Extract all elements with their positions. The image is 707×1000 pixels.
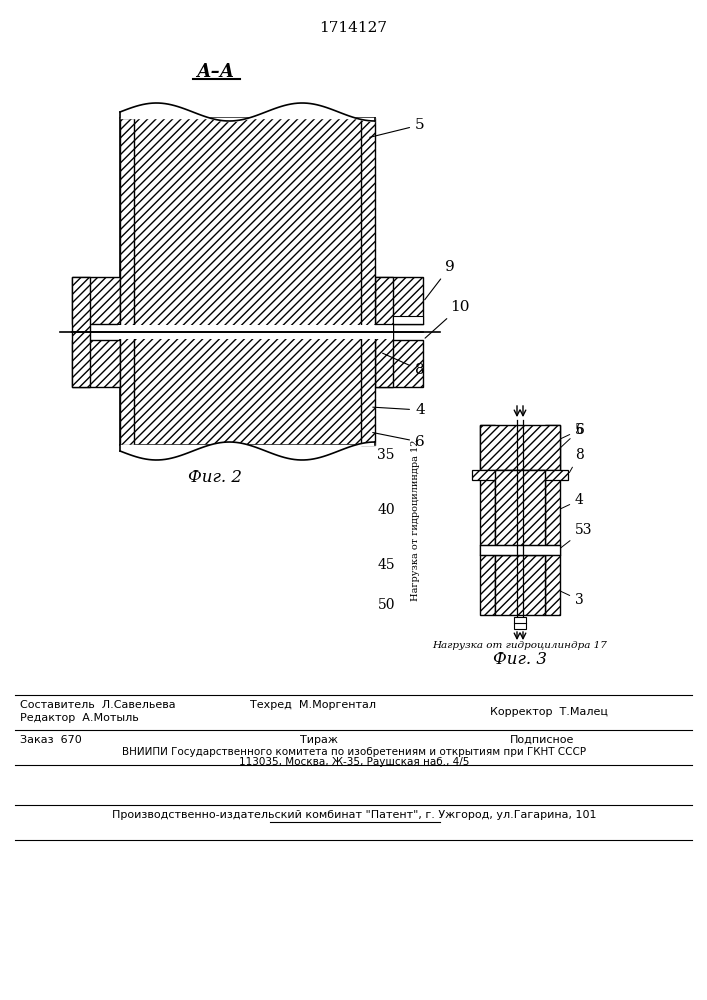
Bar bbox=[393, 316, 423, 324]
Bar bbox=[472, 470, 568, 480]
Text: 5: 5 bbox=[370, 118, 425, 137]
Text: 113035, Москва, Ж-35, Раушская наб., 4/5: 113035, Москва, Ж-35, Раушская наб., 4/5 bbox=[239, 757, 469, 767]
Text: Нагрузка от гидроцилиндра 12: Нагрузка от гидроцилиндра 12 bbox=[411, 439, 419, 601]
Text: Заказ  670: Заказ 670 bbox=[20, 735, 82, 745]
Text: 3: 3 bbox=[561, 591, 584, 607]
Bar bbox=[375, 277, 423, 324]
Bar bbox=[480, 545, 560, 555]
Bar bbox=[120, 332, 375, 445]
Text: Составитель  Л.Савельева: Составитель Л.Савельева bbox=[20, 700, 175, 710]
Bar bbox=[514, 617, 526, 629]
Bar bbox=[118, 325, 134, 339]
Text: 5: 5 bbox=[561, 423, 584, 439]
Bar bbox=[495, 470, 545, 550]
Text: Тираж: Тираж bbox=[300, 735, 338, 745]
Text: 10: 10 bbox=[425, 300, 469, 338]
Text: 8: 8 bbox=[569, 448, 584, 473]
Text: 40: 40 bbox=[378, 503, 395, 517]
Text: Корректор  Т.Малец: Корректор Т.Малец bbox=[490, 707, 608, 717]
Bar bbox=[375, 340, 423, 387]
Text: Редактор  А.Мотыль: Редактор А.Мотыль bbox=[20, 713, 139, 723]
Bar bbox=[72, 340, 120, 387]
Text: 45: 45 bbox=[378, 558, 395, 572]
Text: 50: 50 bbox=[378, 598, 395, 612]
Bar bbox=[375, 277, 393, 387]
Bar bbox=[120, 118, 134, 332]
Text: 4: 4 bbox=[373, 403, 425, 417]
Text: Производственно-издательский комбинат "Патент", г. Ужгород, ул.Гагарина, 101: Производственно-издательский комбинат "П… bbox=[112, 810, 596, 820]
Text: 6: 6 bbox=[560, 423, 584, 448]
Bar bbox=[120, 332, 134, 445]
Text: Фиг. 3: Фиг. 3 bbox=[493, 652, 547, 668]
Bar bbox=[480, 425, 495, 615]
Text: 6: 6 bbox=[373, 433, 425, 449]
Text: А–А: А–А bbox=[196, 63, 234, 81]
Text: 53: 53 bbox=[560, 523, 592, 548]
Bar bbox=[72, 277, 90, 387]
Text: 1714127: 1714127 bbox=[319, 21, 387, 35]
Bar bbox=[495, 555, 545, 615]
Bar bbox=[361, 325, 393, 339]
Bar bbox=[361, 118, 375, 332]
Text: 35: 35 bbox=[378, 448, 395, 462]
Text: 8: 8 bbox=[382, 353, 425, 377]
Bar bbox=[361, 332, 375, 445]
Text: Фиг. 2: Фиг. 2 bbox=[188, 470, 242, 487]
Bar bbox=[120, 325, 375, 339]
Text: Нагрузка от гидроцилиндра 17: Нагрузка от гидроцилиндра 17 bbox=[433, 641, 607, 650]
Bar bbox=[545, 425, 560, 615]
Text: Техред  М.Моргентал: Техред М.Моргентал bbox=[250, 700, 376, 710]
Text: 9: 9 bbox=[425, 260, 455, 300]
Text: 4: 4 bbox=[561, 493, 584, 509]
Bar bbox=[480, 425, 560, 470]
Bar bbox=[120, 118, 375, 332]
Text: ВНИИПИ Государственного комитета по изобретениям и открытиям при ГКНТ СССР: ВНИИПИ Государственного комитета по изоб… bbox=[122, 747, 586, 757]
Text: Подписное: Подписное bbox=[510, 735, 574, 745]
Bar bbox=[72, 277, 120, 324]
